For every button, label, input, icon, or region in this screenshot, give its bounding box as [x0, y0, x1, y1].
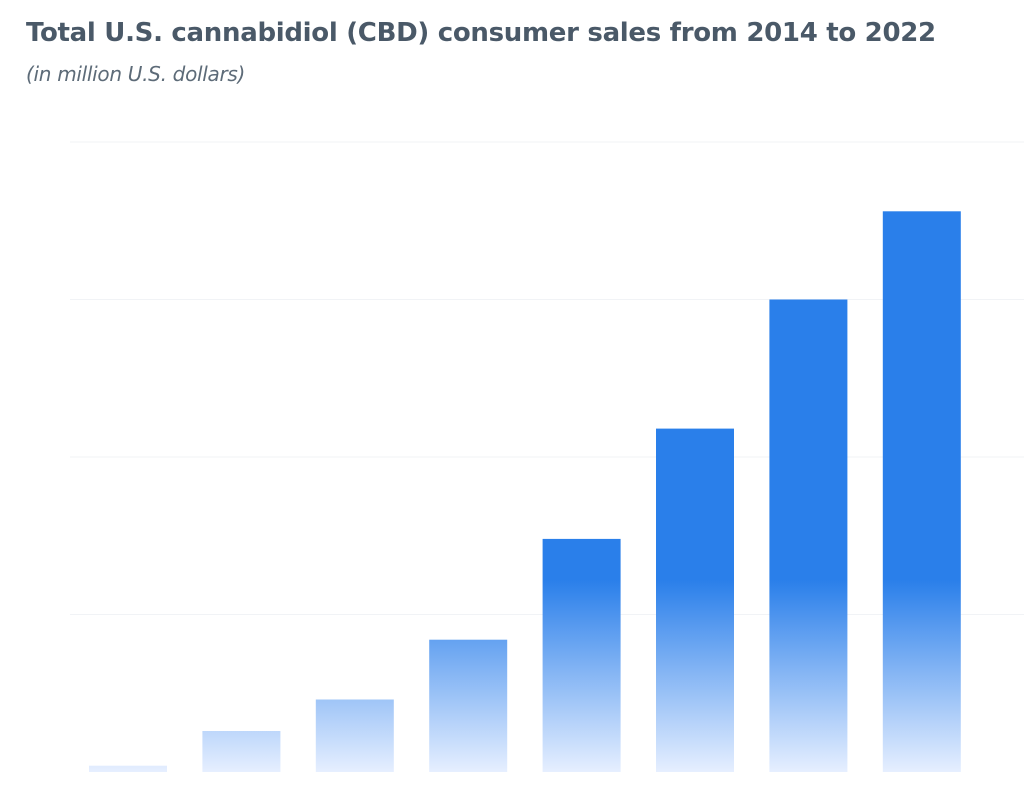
bar-2021[interactable] [882, 211, 961, 773]
chart-title: Total U.S. cannabidiol (CBD) consumer sa… [26, 18, 936, 48]
bar-2019[interactable] [656, 428, 734, 772]
bars [89, 211, 961, 773]
bar-2017[interactable] [429, 639, 508, 772]
bar-2018[interactable] [542, 538, 621, 772]
bar-2020[interactable] [769, 299, 848, 773]
chart-subtitle: (in million U.S. dollars) [26, 62, 246, 86]
bar-2016[interactable] [315, 699, 394, 773]
bar-2014[interactable] [89, 765, 167, 772]
bar-2015[interactable] [202, 731, 281, 772]
